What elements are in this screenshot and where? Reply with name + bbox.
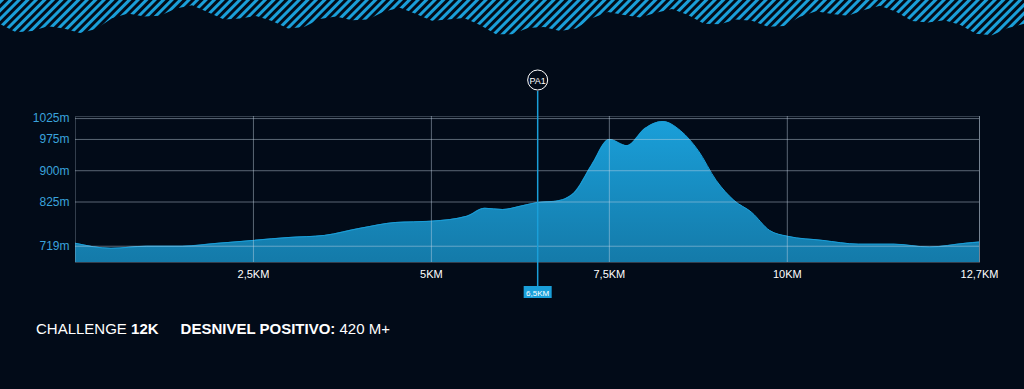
svg-text:12,7KM: 12,7KM: [961, 268, 999, 280]
html-text:CHALLENGE 12K: CHALLENGE 12K: [36, 320, 159, 337]
svg-text:975m: 975m: [39, 132, 69, 146]
svg-text:PA1: PA1: [530, 76, 546, 86]
html-text:DESNIVEL POSITIVO: 420 M+: DESNIVEL POSITIVO: 420 M+: [180, 320, 390, 337]
svg-text:6,5KM: 6,5KM: [526, 289, 549, 298]
svg-text:7,5KM: 7,5KM: [593, 268, 625, 280]
svg-text:2,5KM: 2,5KM: [238, 268, 270, 280]
svg-text:5KM: 5KM: [420, 268, 443, 280]
svg-text:900m: 900m: [39, 164, 69, 178]
svg-text:719m: 719m: [39, 239, 69, 253]
svg-text:10KM: 10KM: [773, 268, 802, 280]
svg-text:825m: 825m: [39, 195, 69, 209]
svg-text:1025m: 1025m: [33, 111, 70, 125]
